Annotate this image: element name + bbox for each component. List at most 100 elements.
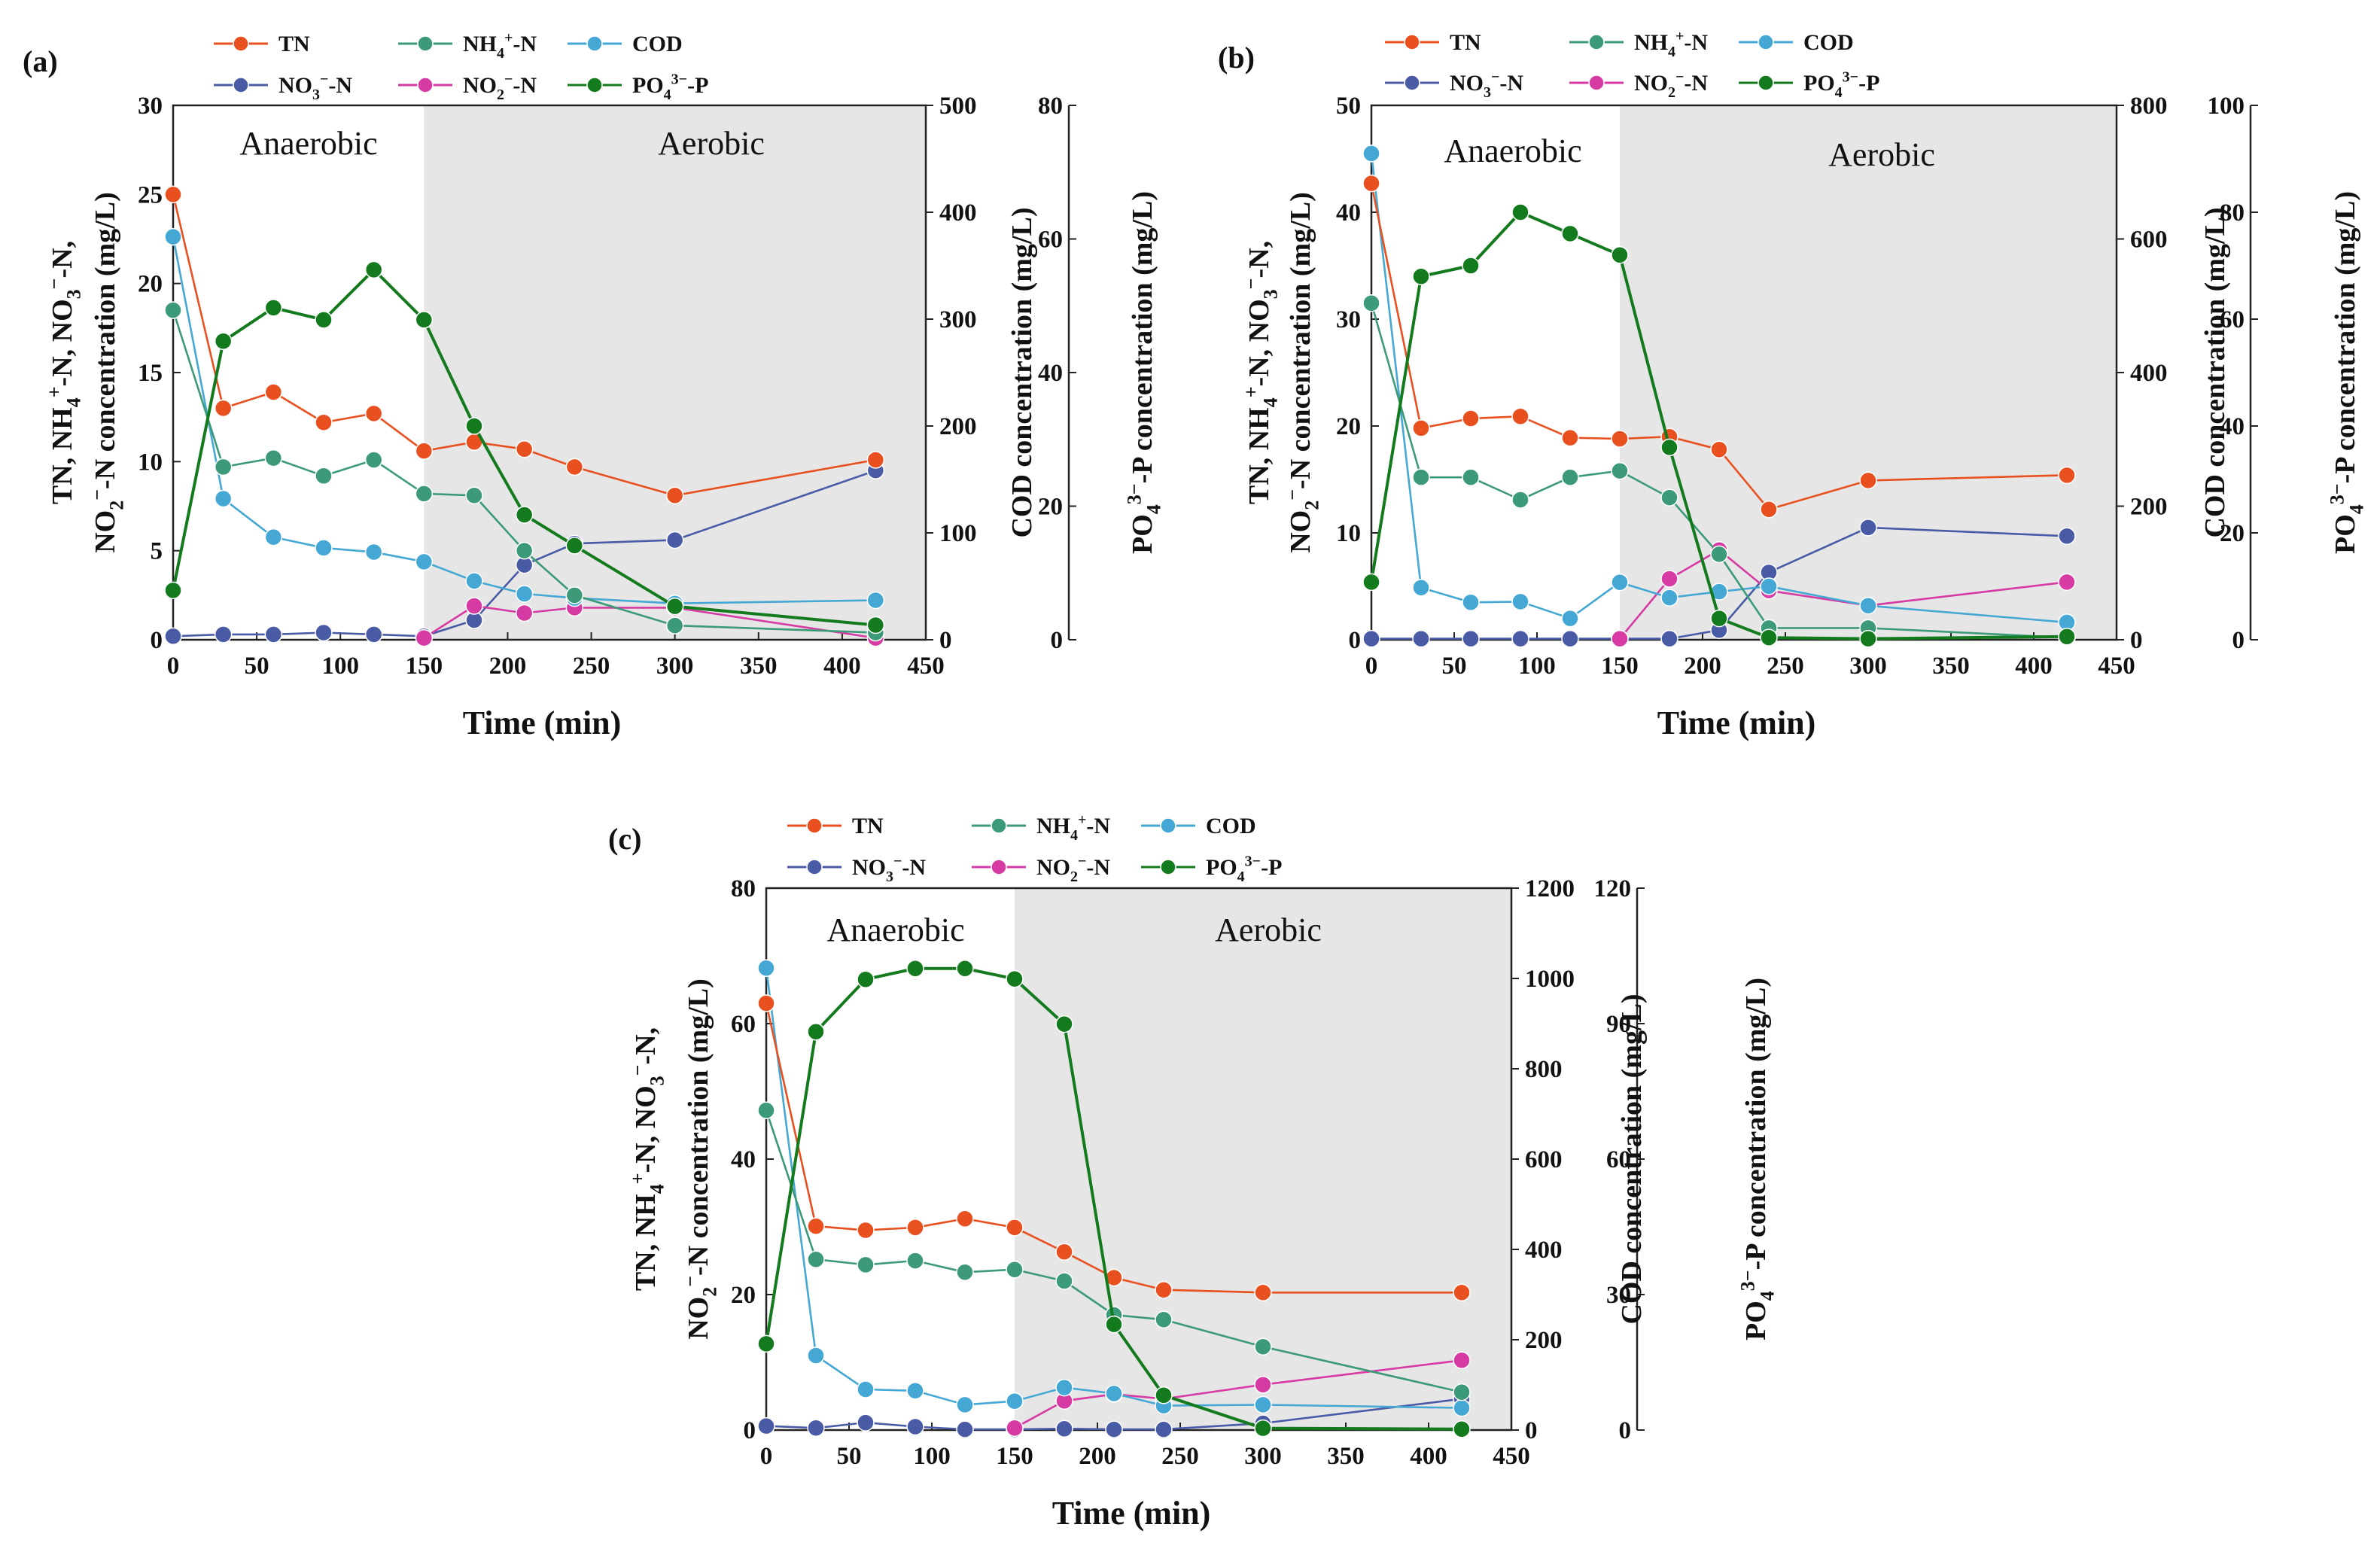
data-point-po4 <box>1006 969 1024 988</box>
y-po4-tick-label: 20 <box>1038 494 1063 521</box>
legend-label: NH4+-N <box>1634 29 1708 60</box>
data-point-cod <box>264 528 283 546</box>
y-cod-tick-label: 1000 <box>1525 966 1575 993</box>
data-point-tn <box>565 458 584 476</box>
data-point-nh4 <box>665 616 684 634</box>
data-point-tn <box>1155 1280 1173 1299</box>
data-point-po4 <box>906 960 924 978</box>
y-left-tick-label: 20 <box>138 271 163 298</box>
series-tn <box>1362 174 2076 519</box>
y-left-tick-label: 0 <box>1349 627 1362 654</box>
legend-item-no2: NO2−-N <box>1569 69 1708 101</box>
data-point-po4 <box>565 537 584 555</box>
legend-item-no3: NO3−-N <box>1385 69 1523 101</box>
data-point-nh4 <box>1155 1310 1173 1329</box>
data-point-cod <box>956 1395 974 1414</box>
data-point-cod <box>1611 573 1629 592</box>
data-point-cod <box>1660 589 1678 607</box>
y-po4-tick-label: 0 <box>1051 627 1064 654</box>
data-point-po4 <box>214 332 233 351</box>
x-tick-label: 250 <box>1767 653 1804 680</box>
y-left-tick-label: 10 <box>138 449 163 476</box>
data-point-tn <box>1611 430 1629 448</box>
data-point-cod <box>1462 593 1480 612</box>
data-point-cod <box>515 585 534 603</box>
data-point-po4 <box>1511 203 1529 221</box>
data-point-nh4 <box>807 1250 825 1268</box>
data-point-no3 <box>956 1420 974 1438</box>
y-po4-tick-label: 40 <box>1038 360 1063 387</box>
data-point-po4 <box>1453 1420 1471 1438</box>
data-point-tn <box>807 1217 825 1235</box>
series-po4 <box>1362 203 2076 648</box>
data-point-nh4 <box>1462 468 1480 486</box>
data-point-po4 <box>757 1334 775 1353</box>
data-point-cod <box>1453 1398 1471 1417</box>
data-point-nh4 <box>1453 1383 1471 1401</box>
y-po4-tick-label: 90 <box>1606 1011 1631 1038</box>
data-point-cod <box>1006 1392 1024 1410</box>
series-tn <box>757 994 1471 1302</box>
data-point-no3 <box>364 625 383 644</box>
legend-marker <box>233 77 249 93</box>
data-point-no3 <box>757 1417 775 1435</box>
y-cod-label: COD concentration (mg/L) <box>1616 994 1648 1324</box>
data-point-cod <box>1561 609 1579 628</box>
y-cod-tick-label: 500 <box>939 93 977 120</box>
data-point-no2 <box>1453 1351 1471 1370</box>
data-point-po4 <box>364 260 383 279</box>
data-point-no3 <box>1859 519 1877 537</box>
x-tick-label: 100 <box>1518 653 1556 680</box>
legend-marker <box>233 35 249 52</box>
data-point-tn <box>1511 407 1529 425</box>
y-cod-tick-label: 400 <box>2130 360 2168 387</box>
data-point-no3 <box>665 531 684 549</box>
data-point-tn <box>1055 1243 1073 1261</box>
y-po4-tick-label: 20 <box>2220 520 2245 547</box>
y-po4-tick-label: 80 <box>1038 93 1063 120</box>
data-point-nh4 <box>757 1101 775 1119</box>
legend-label: TN <box>278 32 310 56</box>
legend-label: NO2−-N <box>463 72 537 103</box>
data-point-cod <box>807 1347 825 1365</box>
y-left-tick-label: 25 <box>138 181 163 208</box>
y-cod-label: COD concentration (mg/L) <box>1006 207 1038 537</box>
y-cod-tick-label: 0 <box>939 627 952 654</box>
y-left-label-line1: TN, NH4+-N, NO3−-N, <box>1240 241 1282 504</box>
data-point-no3 <box>164 627 182 646</box>
y-cod-tick-label: 200 <box>2130 494 2168 521</box>
data-point-tn <box>1710 440 1728 458</box>
data-point-nh4 <box>1611 461 1629 480</box>
y-po4-label: PO43−-P concentration (mg/L) <box>1124 191 1165 554</box>
panel-label: (b) <box>1218 41 1255 75</box>
data-point-nh4 <box>1710 545 1728 564</box>
x-tick-label: 400 <box>823 653 861 680</box>
y-cod-tick-label: 0 <box>1525 1417 1538 1444</box>
data-point-cod <box>866 591 885 610</box>
x-tick-label: 50 <box>1442 653 1467 680</box>
data-point-nh4 <box>1254 1337 1272 1356</box>
data-point-nh4 <box>1362 294 1380 312</box>
x-tick-label: 350 <box>1932 653 1970 680</box>
y-po4-label: PO43−-P concentration (mg/L) <box>1737 978 1779 1340</box>
legend-marker <box>1758 34 1774 50</box>
data-point-nh4 <box>465 486 483 505</box>
data-point-po4 <box>956 960 974 978</box>
data-point-po4 <box>1859 629 1877 648</box>
x-tick-label: 150 <box>996 1443 1033 1470</box>
y-left-tick-label: 30 <box>1336 306 1361 333</box>
legend-item-tn: TN <box>1385 30 1481 55</box>
data-point-nh4 <box>264 449 283 467</box>
legend-marker <box>1588 75 1605 91</box>
x-tick-label: 200 <box>489 653 527 680</box>
data-point-po4 <box>1155 1386 1173 1404</box>
data-point-cod <box>364 543 383 561</box>
data-point-po4 <box>164 581 182 600</box>
legend-item-tn: TN <box>214 32 310 56</box>
data-point-no2 <box>465 597 483 615</box>
legend-item-cod: COD <box>1141 814 1256 838</box>
data-point-no3 <box>1155 1420 1173 1438</box>
data-point-po4 <box>264 299 283 317</box>
